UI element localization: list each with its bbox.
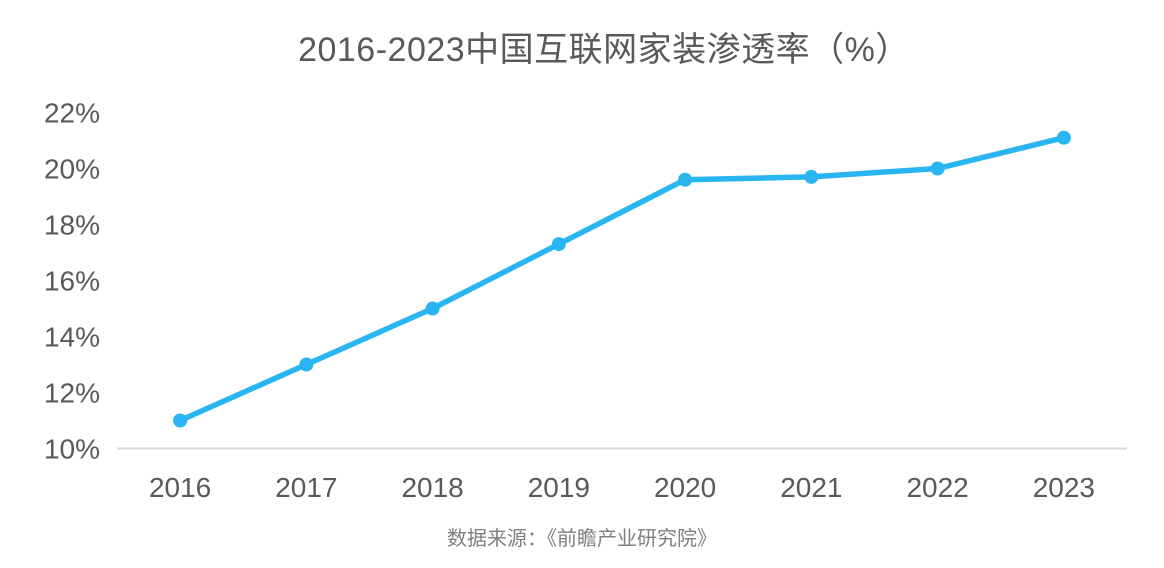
- x-tick-label: 2018: [401, 472, 463, 503]
- data-point-marker: [551, 237, 566, 252]
- data-point-marker: [425, 301, 440, 316]
- data-point-marker: [804, 169, 819, 184]
- data-source-note: 数据来源：《前瞻产业研究院》: [447, 528, 717, 550]
- data-point-marker: [299, 357, 314, 372]
- y-tick-label: 12%: [44, 378, 100, 409]
- x-tick-label: 2023: [1033, 472, 1095, 503]
- y-tick-label: 20%: [44, 154, 100, 185]
- y-tick-label: 18%: [44, 210, 100, 241]
- y-tick-label: 16%: [44, 266, 100, 297]
- y-tick-label: 22%: [44, 98, 100, 129]
- x-tick-label: 2020: [654, 472, 716, 503]
- x-tick-label: 2019: [528, 472, 590, 503]
- x-tick-label: 2016: [149, 472, 211, 503]
- x-tick-label: 2017: [275, 472, 337, 503]
- data-point-marker: [173, 413, 188, 428]
- x-tick-label: 2021: [780, 472, 842, 503]
- data-point-marker: [930, 161, 945, 176]
- y-tick-label: 14%: [44, 322, 100, 353]
- data-point-marker: [1056, 130, 1071, 145]
- chart-title: 2016-2023中国互联网家装渗透率（%）: [298, 31, 910, 69]
- y-tick-label: 10%: [44, 434, 100, 465]
- data-point-marker: [678, 172, 693, 187]
- x-tick-label: 2022: [906, 472, 968, 503]
- series-line: [177, 134, 1067, 424]
